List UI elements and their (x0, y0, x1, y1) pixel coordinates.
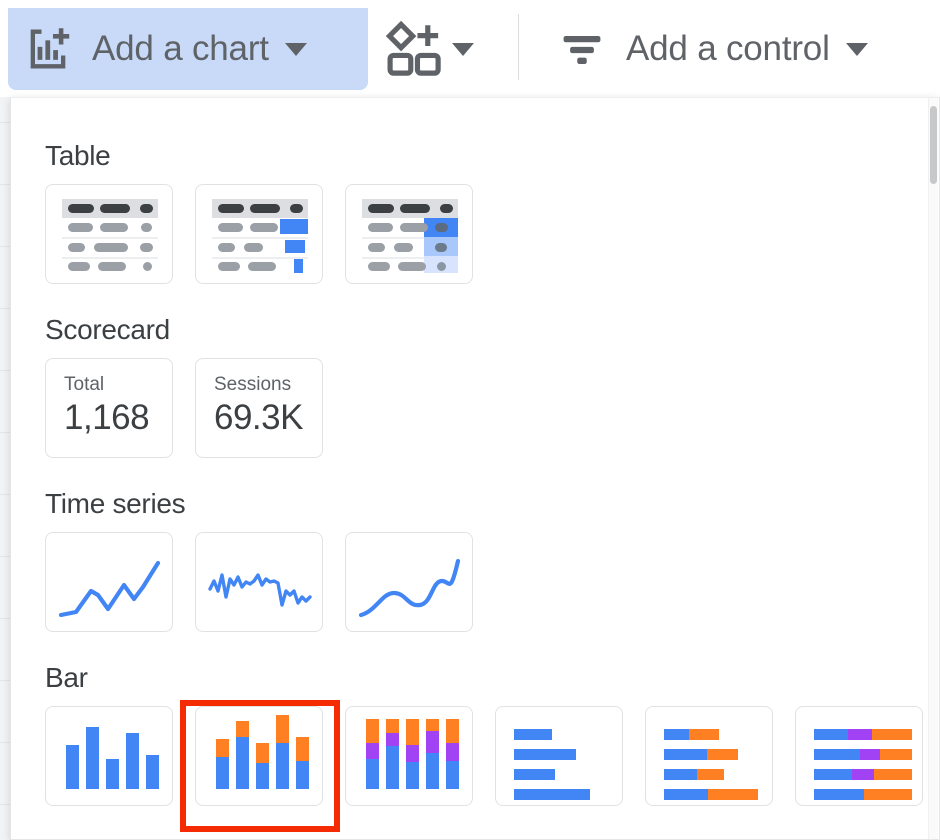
add-control-label: Add a control (626, 29, 830, 68)
scrollbar-track[interactable] (928, 98, 938, 839)
scrollbar-thumb[interactable] (930, 106, 937, 184)
scorecard-label: Sessions (214, 374, 292, 395)
section-title-time-series: Time series (45, 488, 186, 519)
time-series-smooth-icon (358, 558, 461, 618)
chart-type-time-series-smooth[interactable] (345, 532, 473, 632)
chart-type-table[interactable] (45, 184, 173, 284)
chart-type-stacked-column-chart[interactable] (195, 706, 323, 806)
chart-type-scorecard-compact[interactable]: Sessions 69.3K (195, 358, 323, 458)
page-background-strip (0, 0, 10, 840)
scorecard-value: 1,168 (64, 397, 150, 437)
chart-type-time-series-line[interactable] (45, 532, 173, 632)
section-bar: Bar (45, 662, 923, 806)
scorecard-label: Total (64, 374, 105, 395)
scorecard-value: 69.3K (214, 397, 303, 437)
panel-scrollbar[interactable] (928, 98, 939, 839)
community-visualization-button[interactable] (378, 8, 493, 90)
add-chart-dropdown-panel: Table (10, 97, 940, 840)
chart-type-stacked-bar-chart[interactable] (645, 706, 773, 806)
add-chart-label: Add a chart (92, 29, 269, 68)
toolbar: Add a chart Add a control (0, 0, 940, 97)
community-visualization-icon (386, 21, 442, 77)
chart-type-time-series-sparkline[interactable] (195, 532, 323, 632)
chevron-down-icon (284, 42, 307, 56)
section-title-scorecard: Scorecard (45, 314, 170, 345)
chart-type-bar-chart[interactable] (495, 706, 623, 806)
add-chart-icon (22, 23, 74, 75)
section-scorecard: Scorecard Total 1,168 Sessions 69.3K (45, 314, 323, 458)
section-title-table: Table (45, 140, 111, 171)
section-table: Table (45, 140, 473, 284)
chevron-down-icon (452, 42, 474, 56)
chart-type-column-chart[interactable] (45, 706, 173, 806)
chart-type-percent-stacked-column-chart[interactable] (345, 706, 473, 806)
time-series-sparkline-icon (208, 573, 312, 607)
filter-control-icon (556, 23, 608, 75)
section-title-bar: Bar (45, 662, 88, 693)
time-series-line-icon (58, 560, 161, 618)
chart-type-table-with-heatmap[interactable] (345, 184, 473, 284)
add-chart-button[interactable]: Add a chart (8, 8, 368, 90)
add-control-button[interactable]: Add a control (540, 8, 932, 90)
chart-type-scorecard[interactable]: Total 1,168 (45, 358, 173, 458)
section-time-series: Time series (45, 488, 473, 632)
toolbar-divider (518, 14, 519, 80)
chevron-down-icon (845, 42, 868, 56)
chart-type-table-with-bars[interactable] (195, 184, 323, 284)
chart-type-percent-stacked-bar-chart[interactable] (795, 706, 923, 806)
